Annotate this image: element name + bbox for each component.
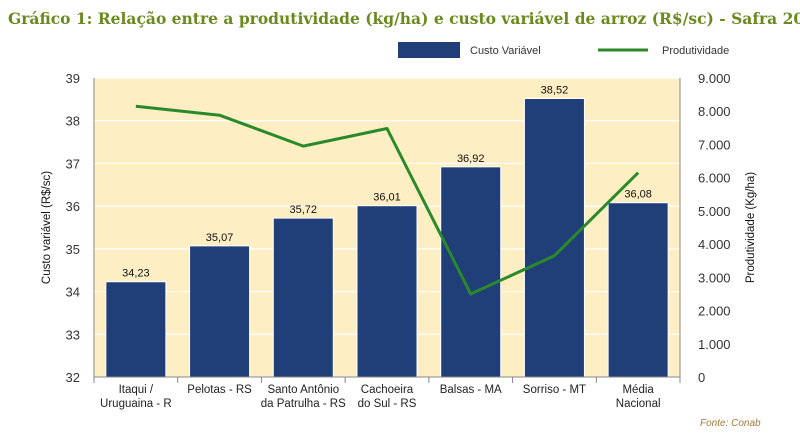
left-tick-label: 35 (66, 242, 80, 257)
category-label: Pelotas - RS (187, 384, 252, 396)
bar (189, 245, 251, 378)
left-tick-label: 33 (66, 327, 80, 342)
data-label: 36,92 (457, 153, 485, 165)
chart-title: Gráfico 1: Relação entre a produtividade… (8, 9, 800, 28)
legend: Custo Variável Produtividade (398, 42, 729, 58)
category-label: Cachoeira do Sul - RS (358, 384, 417, 410)
category-label: Balsas - MA (440, 384, 502, 396)
right-tick-label: 0 (698, 370, 705, 385)
data-label: 38,52 (541, 85, 569, 97)
category-label: Itaqui / Uruguaina - R (100, 384, 172, 410)
data-label: 36,08 (624, 189, 652, 201)
left-axis-title: Custo variável (R$/sc) (41, 171, 53, 284)
bar (272, 217, 334, 378)
data-label: 35,07 (206, 232, 234, 244)
source-note: Fonte: Conab (700, 418, 761, 429)
left-tick-label: 34 (66, 285, 80, 300)
bar (440, 166, 502, 378)
right-tick-label: 8.000 (698, 104, 731, 119)
legend-swatch-bar (398, 42, 460, 58)
right-tick-label: 4.000 (698, 237, 731, 252)
right-tick-label: 2.000 (698, 304, 731, 319)
line-series (135, 104, 640, 296)
right-tick-label: 3.000 (698, 270, 731, 285)
left-tick-label: 37 (66, 156, 80, 171)
right-axis-title: Produtividade (Kg/ha) (745, 172, 757, 283)
bar-series: 34,23 35,07 35,72 36,01 36,92 38,52 36,08 (105, 85, 669, 378)
bar (105, 281, 167, 378)
right-tick-label: 9.000 (698, 71, 731, 86)
left-tick-label: 39 (66, 71, 80, 86)
axes: 32 33 34 35 36 37 38 39 0 1.000 2.000 3.000 4.000 5.0… (41, 71, 757, 410)
left-tick-label: 38 (66, 114, 80, 129)
right-tick-label: 1.000 (698, 337, 731, 352)
bar (523, 98, 585, 378)
line-series-path (135, 104, 640, 296)
category-label: Santo Antônio da Patrulha - RS (261, 384, 346, 410)
legend-label: Produtividade (662, 45, 729, 57)
data-label: 36,01 (373, 192, 401, 204)
bar (607, 202, 669, 378)
data-label: 34,23 (122, 268, 150, 280)
category-label: Sorriso - MT (523, 384, 586, 396)
left-tick-label: 36 (66, 199, 80, 214)
right-tick-label: 6.000 (698, 171, 731, 186)
bar (356, 205, 418, 378)
right-tick-label: 7.000 (698, 137, 731, 152)
left-tick-label: 32 (66, 370, 80, 385)
right-tick-label: 5.000 (698, 204, 731, 219)
legend-label: Custo Variável (470, 45, 541, 57)
data-label: 35,72 (290, 204, 318, 216)
category-label: Média Nacional (616, 384, 661, 410)
